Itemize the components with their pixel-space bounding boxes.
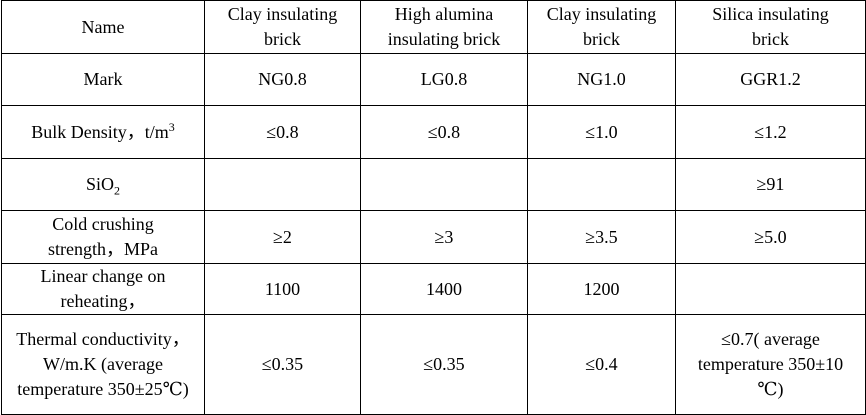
cell-cold-crushing-2: ≥3 bbox=[360, 210, 528, 264]
linear-change-label-line-1: Linear change on bbox=[40, 266, 166, 286]
table-row-mark: Mark NG0.8 LG0.8 NG1.0 GGR1.2 bbox=[1, 53, 866, 106]
cell-cold-crushing-3: ≥3.5 bbox=[527, 210, 676, 264]
header-col-4: Silica insulating brick bbox=[675, 0, 866, 54]
cell-linear-change-3: 1200 bbox=[527, 263, 676, 315]
cell-linear-change-4 bbox=[675, 263, 866, 315]
table-row-bulk-density: Bulk Density，t/m3 ≤0.8 ≤0.8 ≤1.0 ≤1.2 bbox=[1, 105, 866, 159]
row-label-sio2: SiO2 bbox=[1, 158, 205, 211]
cell-bulk-density-4: ≤1.2 bbox=[675, 105, 866, 159]
cold-crushing-label-line-1: Cold crushing bbox=[52, 214, 154, 234]
cell-mark-3: NG1.0 bbox=[527, 53, 676, 106]
row-label-cold-crushing: Cold crushing strength，MPa bbox=[1, 210, 205, 264]
thermal-label-line-1: Thermal conductivity， bbox=[16, 329, 190, 349]
cell-sio2-1 bbox=[204, 158, 361, 211]
row-label-bulk-density: Bulk Density，t/m3 bbox=[1, 105, 205, 159]
header-col-4-line-2: brick bbox=[752, 29, 789, 49]
header-row: Name Clay insulating brick High alumina … bbox=[1, 0, 866, 54]
table-row-cold-crushing: Cold crushing strength，MPa ≥2 ≥3 ≥3.5 ≥5… bbox=[1, 210, 866, 264]
header-col-2-line-2: insulating brick bbox=[387, 29, 501, 49]
header-col-1: Clay insulating brick bbox=[204, 0, 361, 54]
cell-cold-crushing-1: ≥2 bbox=[204, 210, 361, 264]
cell-sio2-2 bbox=[360, 158, 528, 211]
header-name: Name bbox=[81, 16, 125, 37]
cell-thermal-3: ≤0.4 bbox=[527, 314, 676, 415]
cell-cold-crushing-4: ≥5.0 bbox=[675, 210, 866, 264]
header-col-3-line-2: brick bbox=[583, 29, 620, 49]
bulk-density-label-sup: 3 bbox=[168, 119, 175, 134]
sio2-label-sub: 2 bbox=[114, 183, 120, 198]
header-col-4-line-1: Silica insulating bbox=[712, 4, 829, 24]
linear-change-label-line-2: reheating， bbox=[60, 291, 146, 311]
cell-mark-4: GGR1.2 bbox=[675, 53, 866, 106]
thermal-last-line-1: ≤0.7( average bbox=[721, 329, 820, 349]
cell-thermal-4: ≤0.7( average temperature 350±10 ℃) bbox=[675, 314, 866, 415]
cell-bulk-density-2: ≤0.8 bbox=[360, 105, 528, 159]
header-col-2-line-1: High alumina bbox=[394, 4, 494, 24]
cell-bulk-density-1: ≤0.8 bbox=[204, 105, 361, 159]
thermal-label-line-2: W/m.K (average bbox=[43, 354, 163, 374]
table-row-linear-change: Linear change on reheating， 1100 1400 12… bbox=[1, 263, 866, 315]
header-col-1-line-1: Clay insulating bbox=[227, 4, 338, 24]
cell-linear-change-1: 1100 bbox=[204, 263, 361, 315]
header-col-1-line-2: brick bbox=[264, 29, 301, 49]
cell-thermal-2: ≤0.35 bbox=[360, 314, 528, 415]
row-label-linear-change: Linear change on reheating， bbox=[1, 263, 205, 315]
cell-thermal-1: ≤0.35 bbox=[204, 314, 361, 415]
header-col-3-line-1: Clay insulating bbox=[546, 4, 657, 24]
cell-mark-1: NG0.8 bbox=[204, 53, 361, 106]
table-row-thermal-conductivity: Thermal conductivity， W/m.K (average tem… bbox=[1, 314, 866, 415]
cell-linear-change-2: 1400 bbox=[360, 263, 528, 315]
cell-sio2-3 bbox=[527, 158, 676, 211]
bulk-density-label-text: Bulk Density，t/m bbox=[31, 121, 169, 142]
cell-mark-2: LG0.8 bbox=[360, 53, 528, 106]
thermal-last-line-2: temperature 350±10 bbox=[697, 354, 844, 374]
cell-bulk-density-3: ≤1.0 bbox=[527, 105, 676, 159]
cold-crushing-label-line-2: strength，MPa bbox=[48, 239, 158, 259]
cell-sio2-4: ≥91 bbox=[675, 158, 866, 211]
thermal-last-line-3: ℃) bbox=[757, 379, 784, 399]
row-label-thermal-conductivity: Thermal conductivity， W/m.K (average tem… bbox=[1, 314, 205, 415]
table-row-sio2: SiO2 ≥91 bbox=[1, 158, 866, 211]
thermal-label-line-3: temperature 350±25℃) bbox=[17, 379, 189, 399]
sio2-label-text: SiO bbox=[85, 174, 114, 194]
header-col-2: High alumina insulating brick bbox=[360, 0, 528, 54]
header-col-3: Clay insulating brick bbox=[527, 0, 676, 54]
header-name-cell: Name bbox=[1, 0, 205, 54]
row-label-mark: Mark bbox=[1, 53, 205, 106]
